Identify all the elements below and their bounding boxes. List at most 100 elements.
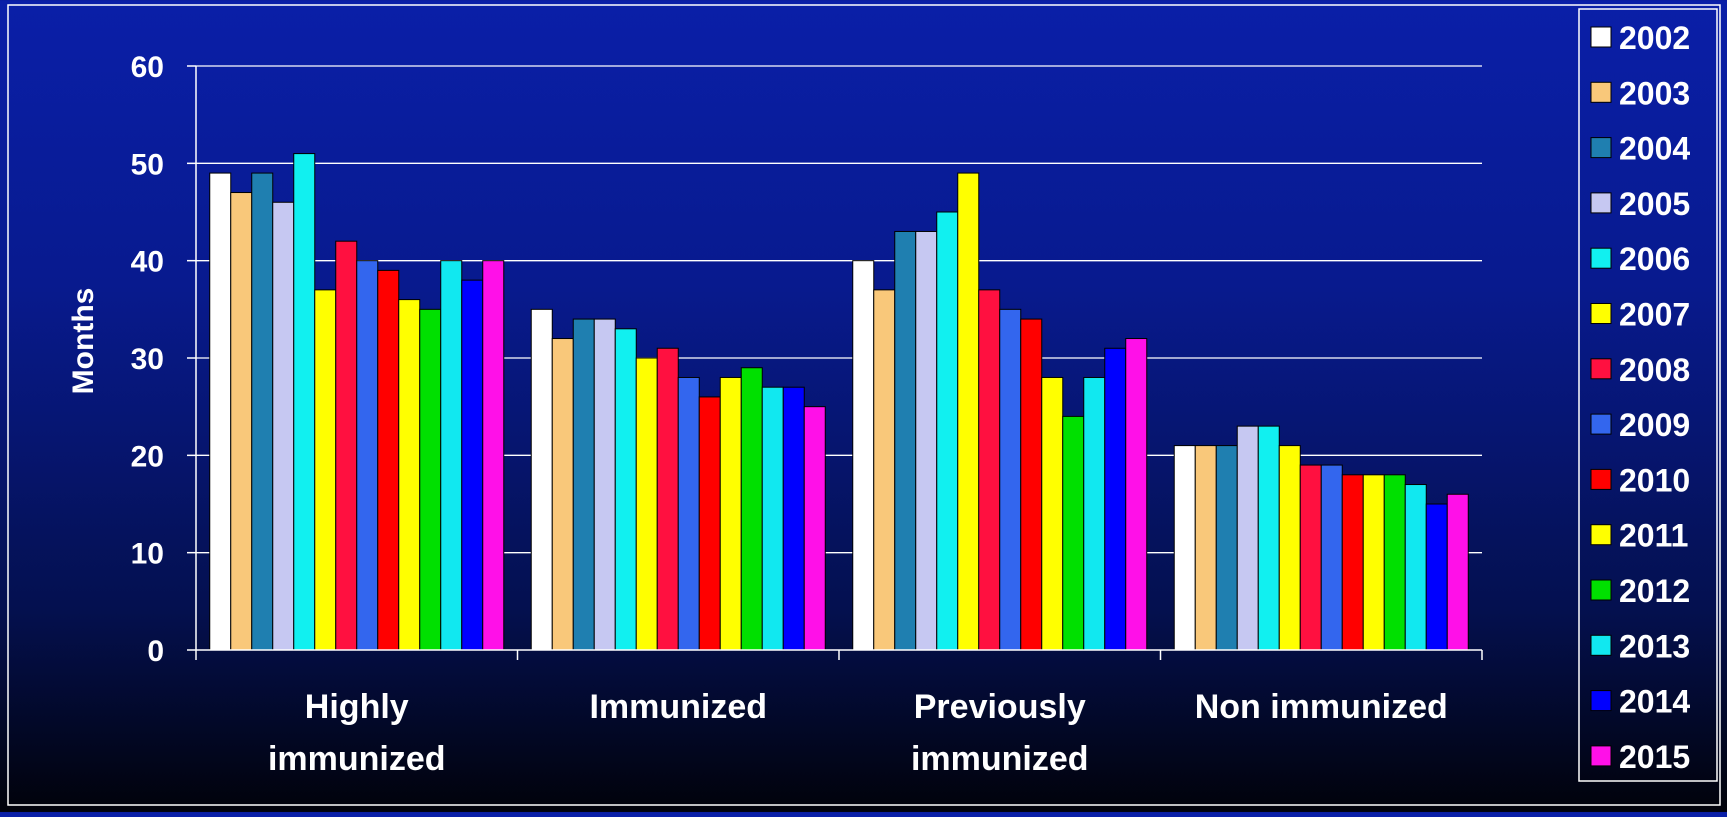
bar-2005-cat-3 [1236,425,1259,651]
bar-2004-cat-2 [894,230,917,651]
bar-2012-cat-0 [419,308,442,651]
bar-2011-cat-2 [1041,376,1064,651]
legend-label-2015: 2015 [1619,739,1690,775]
bar-2012-cat-1 [740,367,763,651]
bar-2009-cat-1 [677,376,700,651]
y-axis-label: Months [67,288,100,395]
bar-2010-cat-1 [698,396,721,651]
bar-2008-cat-2 [978,289,1001,651]
legend-label-2006: 2006 [1619,241,1690,277]
x-category-label: immunized [911,740,1089,778]
bar-2003-cat-2 [873,289,896,651]
bar-2007-cat-0 [314,289,337,651]
bar-2007-cat-3 [1278,445,1301,651]
bar-2009-cat-0 [356,260,379,651]
bar-2003-cat-1 [551,338,574,651]
legend-label-2004: 2004 [1619,131,1690,167]
legend: 2002 2003 2004 2005 2006 2007 2008 2009 2010 2011… [1578,8,1718,782]
bar-2005-cat-0 [272,201,295,651]
bar-2003-cat-0 [230,192,253,651]
legend-swatch-2013 [1590,634,1612,656]
y-tick-label: 40 [131,246,164,279]
bar-2008-cat-0 [335,240,358,651]
legend-label-2009: 2009 [1619,407,1690,443]
x-category-label: Non immunized [1195,688,1448,726]
x-category-label: Immunized [589,688,767,726]
legend-swatch-2011 [1590,524,1612,546]
legend-swatch-2007 [1590,303,1612,324]
bar-2007-cat-2 [957,172,980,651]
bar-2008-cat-3 [1299,464,1322,651]
bar-2007-cat-1 [635,357,658,651]
bar-2004-cat-1 [572,318,595,651]
y-tick-label: 30 [131,343,164,376]
y-tick-label: 50 [131,148,164,181]
bar-2014-cat-1 [782,386,805,651]
bar-2012-cat-3 [1383,474,1406,651]
y-tick-label: 0 [147,635,164,668]
bar-2002-cat-0 [209,172,232,651]
x-category-label: immunized [268,740,446,778]
bar-2015-cat-1 [803,406,826,651]
legend-label-2008: 2008 [1619,352,1690,388]
legend-swatch-2003 [1590,81,1612,103]
bars [209,153,1469,651]
legend-label-2003: 2003 [1619,75,1690,111]
legend-swatch-2006 [1590,247,1612,269]
bar-2010-cat-3 [1341,474,1364,651]
y-tick-label: 60 [131,51,164,84]
legend-label-2012: 2012 [1619,573,1690,609]
bar-2011-cat-1 [719,376,742,651]
bar-2015-cat-2 [1125,338,1148,651]
bar-2011-cat-0 [398,299,421,651]
legend-frame [1578,8,1718,782]
legend-label-2005: 2005 [1619,186,1690,222]
bar-2005-cat-1 [593,318,616,651]
bar-2008-cat-1 [656,347,679,651]
legend-label-2013: 2013 [1619,628,1690,664]
y-tick-label: 20 [131,440,164,473]
legend-swatch-2015 [1590,745,1612,767]
legend-swatch-2014 [1590,690,1612,712]
bar-2015-cat-0 [482,260,505,651]
legend-swatch-2002 [1590,26,1612,48]
legend-label-2010: 2010 [1619,462,1690,498]
bar-2009-cat-3 [1320,464,1343,651]
bar-2013-cat-3 [1404,484,1427,651]
bar-2011-cat-3 [1362,474,1385,651]
bar-2003-cat-3 [1194,445,1217,651]
axes: 0 10 20 30 40 50 60 Highly immunized Immunized Pre… [131,51,1483,778]
legend-label-2011: 2011 [1619,518,1688,554]
bar-2013-cat-2 [1083,376,1106,651]
outer-frame [7,4,1721,806]
bar-2010-cat-2 [1020,318,1043,651]
bar-2006-cat-0 [293,153,316,651]
bar-2015-cat-3 [1446,493,1469,651]
x-category-label: Highly [305,688,409,726]
legend-label-2007: 2007 [1619,297,1690,333]
legend-swatch-2004 [1590,137,1612,159]
y-tick-label: 10 [131,538,164,571]
bar-2004-cat-3 [1215,445,1238,651]
bar-2006-cat-2 [936,211,959,651]
bar-2002-cat-2 [852,260,875,651]
bar-2014-cat-0 [461,279,484,651]
legend-swatch-2012 [1590,579,1612,601]
bar-2002-cat-1 [530,308,553,651]
legend-label-2014: 2014 [1619,684,1690,720]
legend-swatch-2005 [1590,192,1612,214]
bar-2006-cat-1 [614,328,637,651]
bar-2014-cat-3 [1425,503,1448,651]
x-category-label: Previously [914,688,1086,726]
bar-2005-cat-2 [915,230,938,651]
bar-2009-cat-2 [999,308,1022,651]
bar-2002-cat-3 [1173,445,1196,651]
bar-2012-cat-2 [1062,415,1085,651]
bar-2010-cat-0 [377,269,400,651]
legend-swatch-2008 [1590,358,1612,380]
bar-2013-cat-1 [761,386,784,651]
bar-2006-cat-3 [1257,425,1280,651]
bar-2004-cat-0 [251,172,274,651]
